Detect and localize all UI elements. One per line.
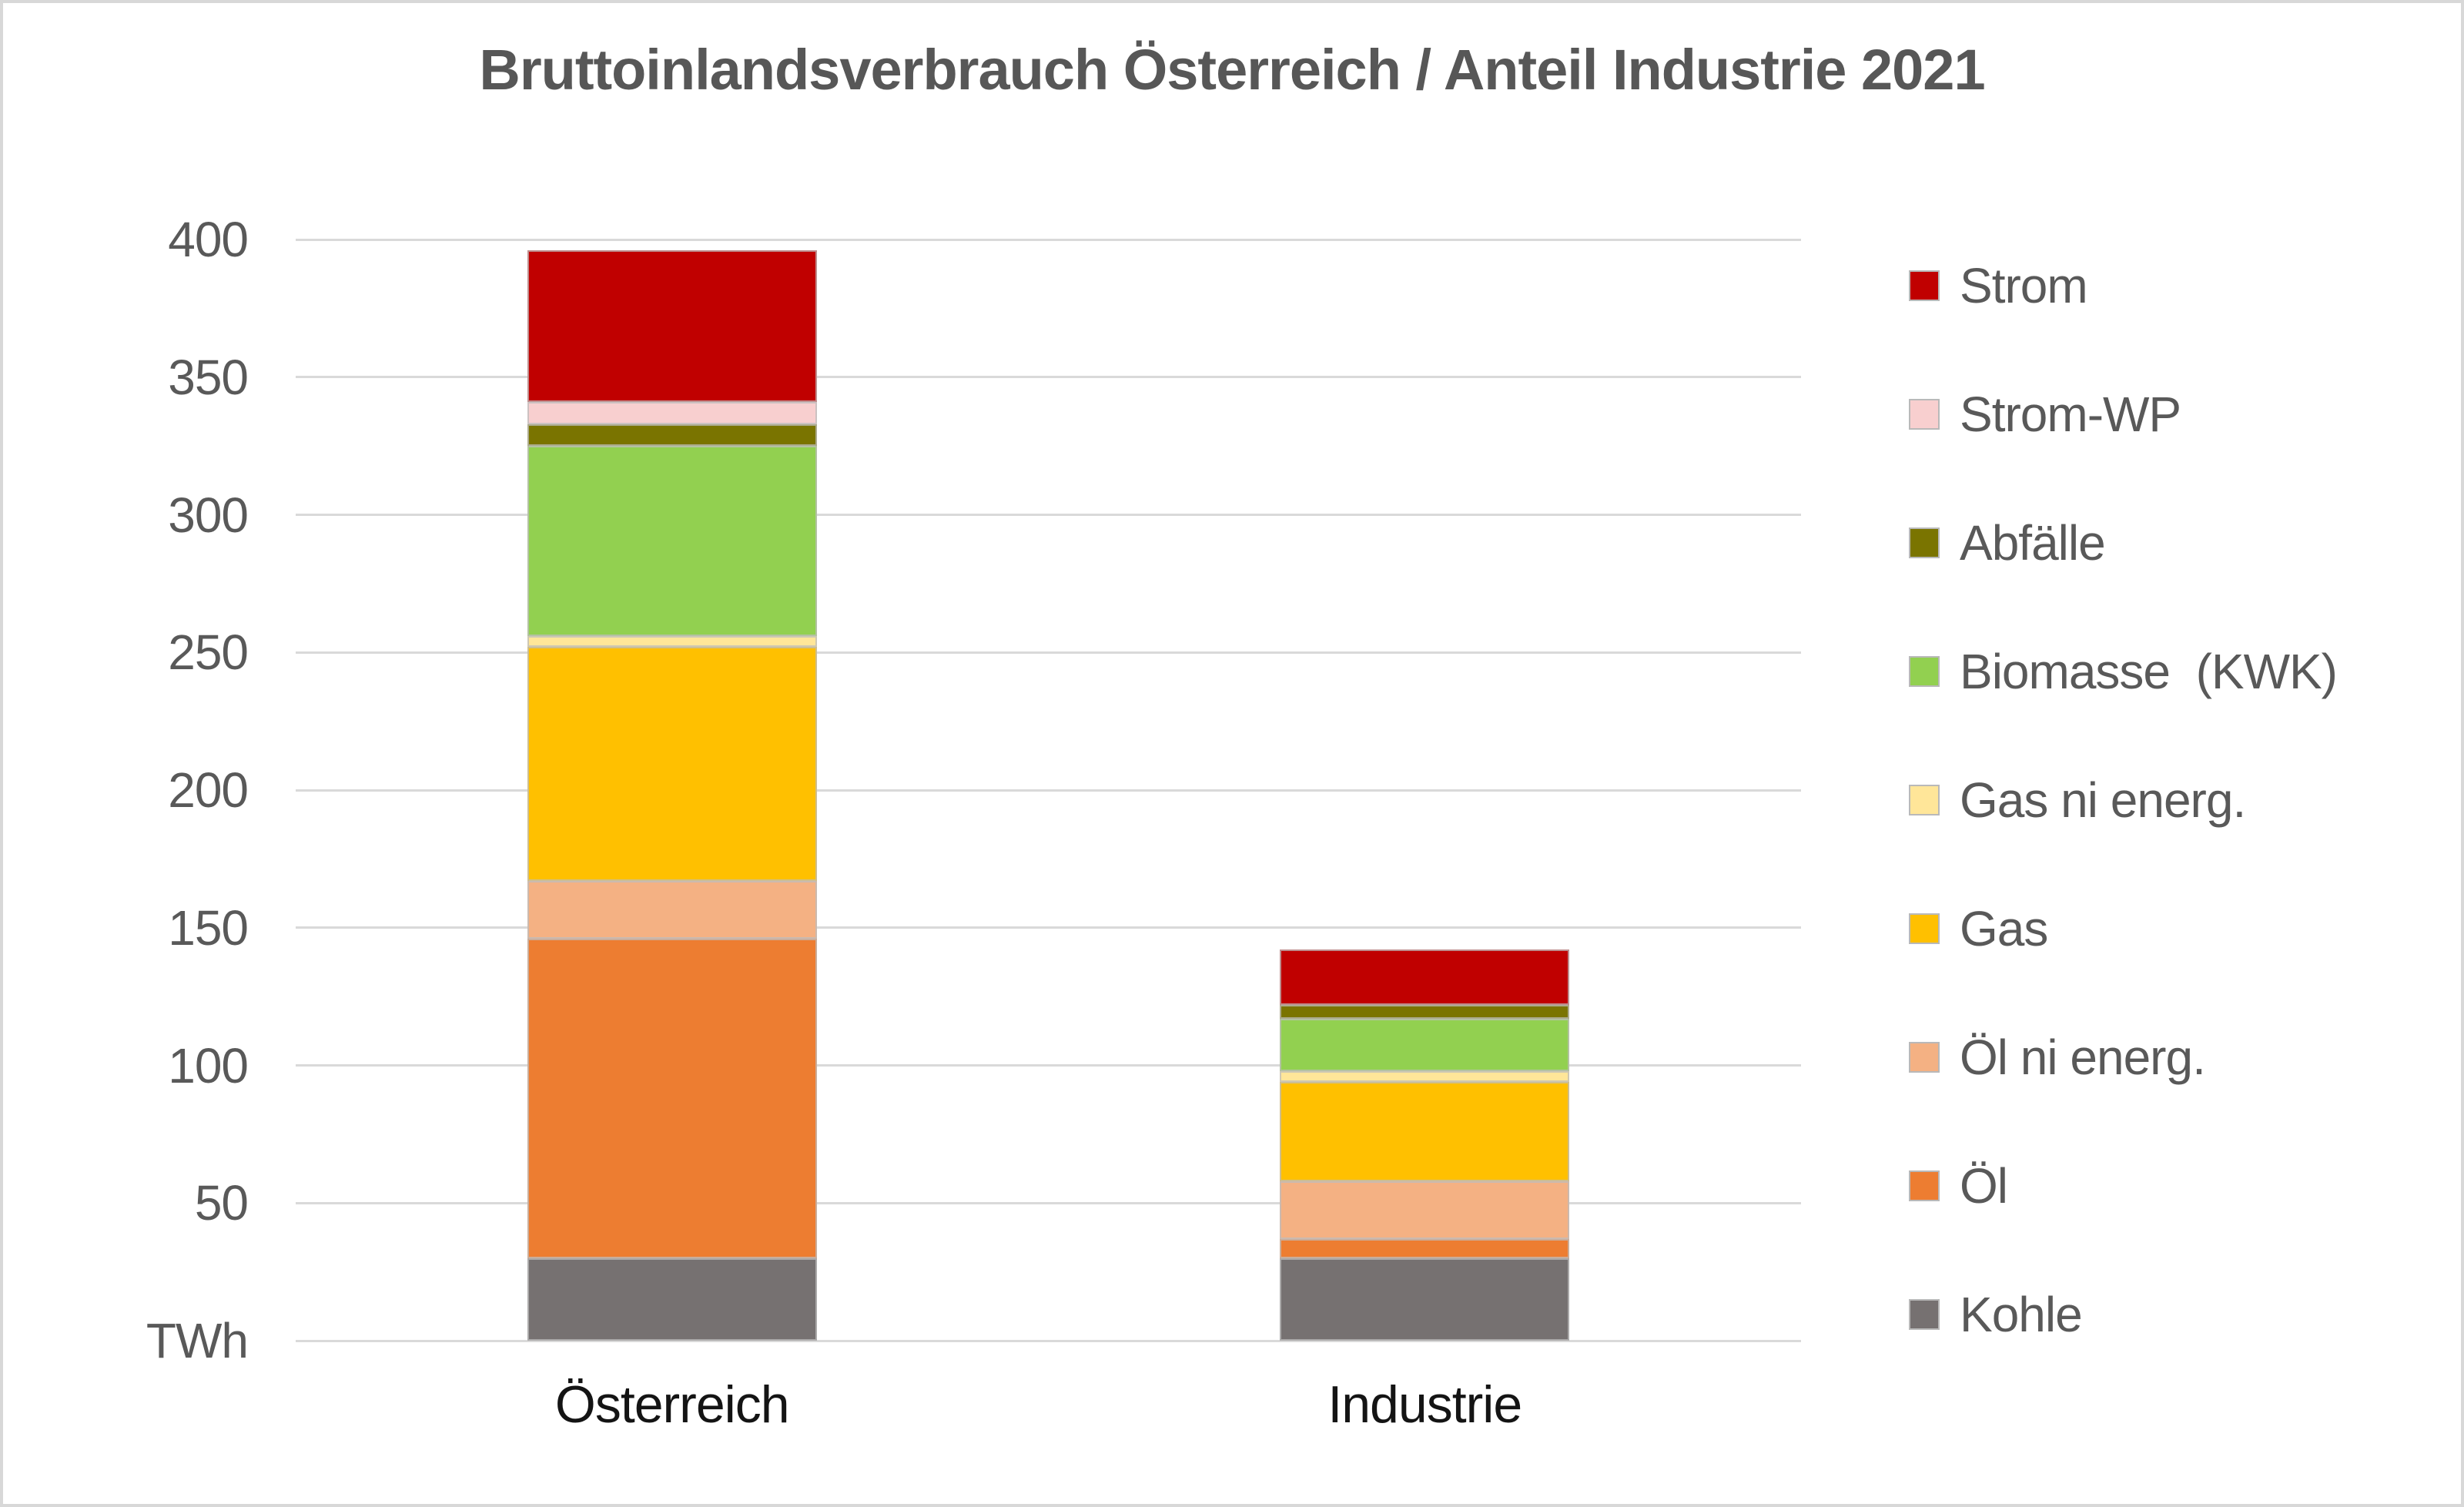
chart-title: Bruttoinlandsverbrauch Österreich / Ante…	[479, 38, 1985, 102]
legend-swatch-Biomasse (KWK)	[1909, 656, 1940, 687]
legend-item-Gas ni energ.: Gas ni energ.	[1909, 772, 2246, 828]
legend-label-Strom-WP: Strom-WP	[1960, 387, 2181, 442]
x-axis-label-Österreich: Österreich	[554, 1375, 790, 1434]
bar-segment-Österreich-Biomasse (KWK)	[527, 446, 817, 636]
gridline-400	[296, 238, 1801, 241]
legend-item-Gas: Gas	[1909, 901, 2048, 956]
legend-item-Strom: Strom	[1909, 258, 2088, 313]
bar-segment-Industrie-Abfälle	[1280, 1004, 1570, 1019]
bar-segment-Österreich-Gas	[527, 647, 817, 881]
legend-swatch-Öl ni energ.	[1909, 1042, 1940, 1073]
bar-segment-Österreich-Öl	[527, 939, 817, 1258]
bar-segment-Österreich-Öl ni energ.	[527, 881, 817, 939]
y-axis-tick-label-350: 350	[168, 349, 249, 405]
bar-segment-Industrie-Öl	[1280, 1238, 1570, 1258]
plot-area	[296, 238, 1801, 1342]
stacked-bar-Österreich	[527, 239, 817, 1341]
legend-item-Öl: Öl	[1909, 1158, 2008, 1214]
legend-label-Gas ni energ.: Gas ni energ.	[1960, 772, 2246, 828]
legend-item-Öl ni energ.: Öl ni energ.	[1909, 1030, 2206, 1085]
bar-segment-Industrie-Gas	[1280, 1081, 1570, 1181]
legend-swatch-Strom-WP	[1909, 399, 1940, 430]
bar-segment-Industrie-Gas ni energ.	[1280, 1070, 1570, 1082]
gridline-250	[296, 651, 1801, 654]
bar-segment-Österreich-Kohle	[527, 1258, 817, 1341]
legend-label-Kohle: Kohle	[1960, 1287, 2083, 1342]
x-axis-label-Industrie: Industrie	[1327, 1375, 1522, 1434]
legend-swatch-Kohle	[1909, 1299, 1940, 1330]
y-axis-tick-label-250: 250	[168, 625, 249, 681]
bar-segment-Österreich-Strom	[527, 250, 817, 402]
gridline-100	[296, 1064, 1801, 1067]
legend-label-Öl: Öl	[1960, 1158, 2008, 1214]
bar-segment-Österreich-Gas ni energ.	[527, 635, 817, 648]
y-axis-tick-label-100: 100	[168, 1037, 249, 1093]
legend-label-Abfälle: Abfälle	[1960, 515, 2106, 571]
gridline-200	[296, 789, 1801, 792]
gridline-150	[296, 926, 1801, 929]
y-axis-tick-label-150: 150	[168, 899, 249, 956]
gridline-50	[296, 1201, 1801, 1204]
y-axis-tick-label-400: 400	[168, 212, 249, 267]
legend-swatch-Abfälle	[1909, 527, 1940, 558]
bar-segment-Österreich-Strom-WP	[527, 401, 817, 424]
bar-segment-Industrie-Öl ni energ.	[1280, 1180, 1570, 1239]
legend-label-Biomasse (KWK): Biomasse (KWK)	[1960, 644, 2338, 699]
y-axis-tick-label-200: 200	[168, 762, 249, 818]
legend-swatch-Strom	[1909, 270, 1940, 301]
legend-item-Strom-WP: Strom-WP	[1909, 389, 2181, 440]
legend-swatch-Öl	[1909, 1170, 1940, 1201]
y-axis-tick-label-300: 300	[168, 487, 249, 543]
gridline-350	[296, 376, 1801, 379]
bar-segment-Österreich-Abfälle	[527, 424, 817, 447]
legend-item-Biomasse (KWK): Biomasse (KWK)	[1909, 644, 2338, 699]
legend-item-Abfälle: Abfälle	[1909, 515, 2106, 571]
legend-swatch-Gas	[1909, 913, 1940, 944]
legend-item-Kohle: Kohle	[1909, 1287, 2083, 1342]
legend-label-Öl ni energ.: Öl ni energ.	[1960, 1030, 2206, 1085]
legend-label-Strom: Strom	[1960, 258, 2088, 313]
gridline-300	[296, 514, 1801, 516]
y-axis-tick-label-50: 50	[194, 1175, 249, 1231]
bar-segment-Industrie-Strom	[1280, 949, 1570, 1005]
bar-segment-Industrie-Kohle	[1280, 1258, 1570, 1341]
stacked-bar-Industrie	[1280, 239, 1570, 1341]
y-axis-unit-label: TWh	[146, 1313, 249, 1368]
legend-label-Gas: Gas	[1960, 901, 2048, 956]
legend-swatch-Gas ni energ.	[1909, 785, 1940, 815]
bar-segment-Industrie-Biomasse (KWK)	[1280, 1018, 1570, 1071]
gridline-0	[296, 1339, 1801, 1342]
